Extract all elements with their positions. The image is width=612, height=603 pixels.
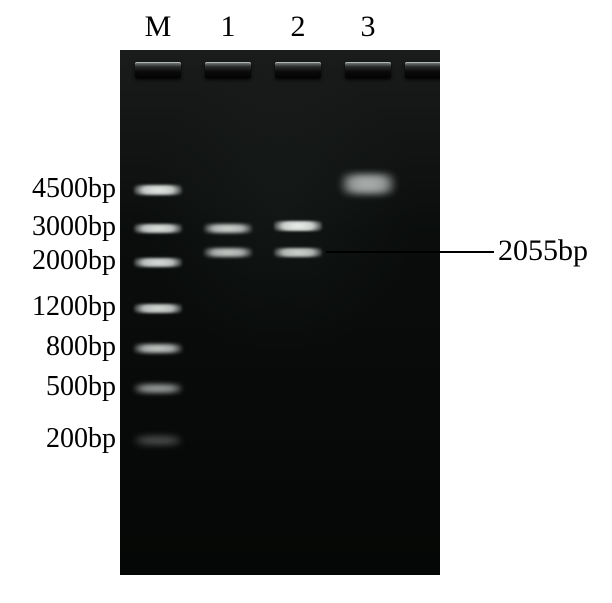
annotation-line bbox=[326, 251, 494, 253]
gel-band bbox=[204, 224, 252, 233]
gel-band bbox=[341, 174, 395, 194]
gel-well bbox=[275, 62, 321, 78]
annotation-text: 2055bp bbox=[498, 234, 588, 268]
gel-well bbox=[345, 62, 391, 78]
ladder-size-label: 2000bp bbox=[32, 245, 116, 277]
gel-figure: M123 4500bp 3000bp2000bp 1200bp 800bp 500bp 2… bbox=[0, 0, 612, 603]
gel-image bbox=[120, 50, 440, 575]
gel-band bbox=[274, 221, 322, 231]
lane-label: 2 bbox=[278, 10, 318, 44]
gel-band bbox=[134, 384, 182, 393]
gel-well bbox=[205, 62, 251, 78]
lane-label: 3 bbox=[348, 10, 388, 44]
gel-well bbox=[135, 62, 181, 78]
ladder-size-label: 200bp bbox=[46, 423, 116, 455]
lane-label: 1 bbox=[208, 10, 248, 44]
lane-label: M bbox=[138, 10, 178, 44]
gel-band bbox=[134, 304, 182, 313]
gel-band bbox=[134, 185, 182, 195]
ladder-size-label: 3000bp bbox=[32, 211, 116, 243]
ladder-size-label: 800bp bbox=[46, 331, 116, 363]
ladder-size-label: 1200bp bbox=[32, 291, 116, 323]
gel-band bbox=[274, 248, 322, 257]
gel-background bbox=[120, 50, 440, 575]
gel-band bbox=[134, 258, 182, 267]
gel-band bbox=[134, 436, 182, 445]
gel-band bbox=[204, 248, 252, 257]
gel-band bbox=[134, 224, 182, 233]
gel-well bbox=[405, 62, 440, 78]
ladder-size-label: 4500bp bbox=[32, 173, 116, 205]
gel-band bbox=[134, 344, 182, 353]
ladder-size-label: 500bp bbox=[46, 371, 116, 403]
